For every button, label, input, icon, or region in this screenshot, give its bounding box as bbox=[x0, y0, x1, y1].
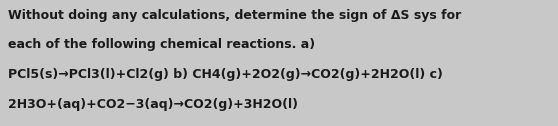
Text: 2H3O+(aq)+CO2−3(aq)→CO2(g)+3H2O(l): 2H3O+(aq)+CO2−3(aq)→CO2(g)+3H2O(l) bbox=[8, 98, 299, 111]
Text: each of the following chemical reactions. a): each of the following chemical reactions… bbox=[8, 38, 315, 51]
Text: Without doing any calculations, determine the sign of ΔS sys for: Without doing any calculations, determin… bbox=[8, 9, 461, 22]
Text: PCl5(s)→PCl3(l)+Cl2(g) b) CH4(g)+2O2(g)→CO2(g)+2H2O(l) c): PCl5(s)→PCl3(l)+Cl2(g) b) CH4(g)+2O2(g)→… bbox=[8, 68, 443, 81]
